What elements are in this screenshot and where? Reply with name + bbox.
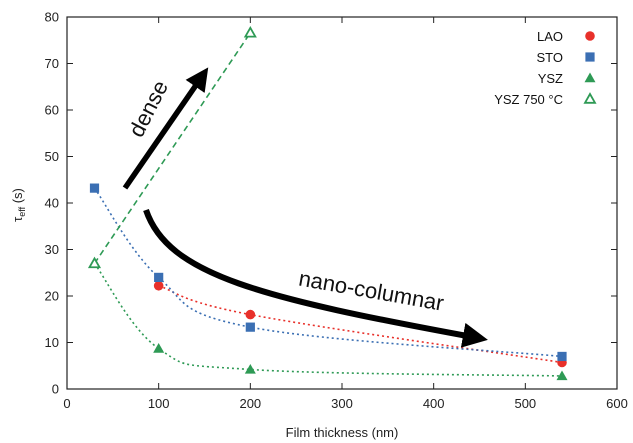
x-axis-label: Film thickness (nm) [286, 425, 399, 440]
x-tick-label: 0 [63, 396, 70, 411]
data-point-lao [245, 309, 256, 320]
series-line-lao [158, 285, 563, 364]
curves-layer [93, 32, 563, 377]
data-point-ysz [153, 343, 165, 353]
legend-label-ysz-750-c: YSZ 750 °C [494, 92, 563, 107]
series-line-ysz-750-c [93, 32, 251, 264]
x-tick-label: 600 [606, 396, 628, 411]
y-tick-label: 10 [45, 335, 59, 350]
data-point-sto [89, 183, 100, 193]
series-line-ysz [93, 262, 563, 377]
y-axis-label-unit: (s) [10, 188, 25, 207]
y-tick-label: 0 [52, 382, 59, 397]
legend-marker-lao [585, 31, 595, 41]
x-tick-label: 400 [423, 396, 445, 411]
y-tick-label: 30 [45, 242, 59, 257]
markers-layer [87, 25, 568, 381]
legend-label-ysz: YSZ [538, 71, 563, 86]
annotation-arrows [122, 67, 488, 348]
legend-marker-ysz-750-c [583, 92, 597, 104]
data-point-lao [153, 280, 164, 291]
y-axis-label-main: τ [10, 216, 25, 222]
data-point-sto [245, 322, 255, 332]
data-point-sto [154, 272, 164, 282]
x-tick-label: 300 [331, 396, 353, 411]
y-tick-label: 20 [45, 289, 59, 304]
y-tick-label: 80 [45, 10, 59, 25]
legend-label-sto: STO [537, 50, 564, 65]
y-tick-label: 70 [45, 56, 59, 71]
y-axis: 0 10 20 30 40 50 60 70 80 [45, 10, 617, 397]
legend-label-lao: LAO [537, 29, 563, 44]
x-tick-label: 200 [239, 396, 261, 411]
legend-marker-ysz [584, 72, 596, 83]
y-tick-label: 50 [45, 149, 59, 164]
data-point-ysz-750-c [243, 25, 257, 38]
data-point-ysz [556, 370, 568, 381]
data-point-ysz-750-c [87, 256, 102, 269]
data-point-ysz [244, 363, 256, 374]
legend: LAO STO YSZ YSZ 750 °C [494, 29, 597, 107]
x-tick-label: 500 [514, 396, 536, 411]
y-axis-label: τeff (s) [10, 188, 27, 222]
nano-columnar-arrow [143, 209, 488, 348]
legend-marker-sto [585, 52, 595, 62]
x-tick-label: 100 [148, 396, 170, 411]
plot-border [66, 16, 618, 390]
data-point-sto [557, 351, 567, 362]
y-axis-label-sub: eff [17, 206, 27, 216]
y-tick-label: 60 [45, 103, 59, 118]
plot-frame [66, 16, 618, 390]
x-axis: 0 100 200 300 400 500 600 [63, 17, 628, 411]
dense-arrow [122, 67, 209, 190]
series-line-sto [93, 187, 563, 358]
y-tick-label: 40 [45, 196, 59, 211]
